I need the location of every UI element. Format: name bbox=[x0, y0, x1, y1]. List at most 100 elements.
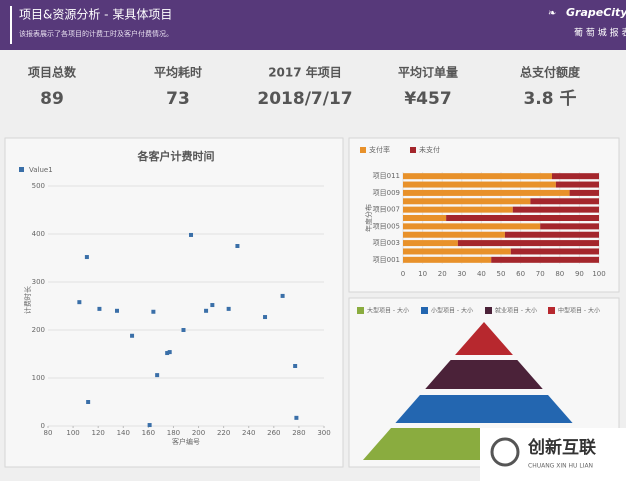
legend-label: 未支付 bbox=[419, 145, 440, 154]
point bbox=[226, 306, 231, 311]
point bbox=[147, 423, 152, 428]
point bbox=[181, 328, 186, 332]
bar bbox=[540, 223, 599, 230]
watermark-text: 创新互联 bbox=[527, 437, 596, 458]
point bbox=[155, 373, 160, 378]
y-axis-label: 计费时长 bbox=[23, 286, 32, 314]
y-axis-label: 年度分布 bbox=[364, 204, 373, 232]
y-tick-label: 100 bbox=[32, 374, 45, 382]
bar bbox=[403, 206, 513, 213]
point bbox=[280, 293, 285, 298]
x-tick-label: 240 bbox=[242, 429, 255, 437]
kpi-value: 89 bbox=[40, 89, 64, 109]
point bbox=[84, 255, 89, 260]
legend-swatch bbox=[421, 307, 428, 314]
kpi-row: 项目总数 89 平均耗时 73 2017 年项目 2018/7/17 平均订单量 ¥457 总支… bbox=[28, 65, 581, 110]
y-tick-label: 项目001 bbox=[373, 256, 400, 264]
point bbox=[165, 351, 170, 356]
bar bbox=[457, 240, 599, 247]
point bbox=[86, 400, 91, 404]
x-axis-label: 客户编号 bbox=[172, 437, 200, 446]
kpi-value: ¥457 bbox=[404, 89, 451, 109]
y-tick-label: 项目011 bbox=[373, 172, 400, 180]
bar bbox=[491, 256, 599, 263]
x-tick-label: 70 bbox=[536, 270, 545, 278]
y-tick-label: 500 bbox=[32, 182, 45, 190]
x-tick-label: 10 bbox=[418, 270, 427, 278]
point bbox=[97, 306, 102, 311]
bar bbox=[403, 240, 458, 247]
y-tick-label: 项目007 bbox=[373, 206, 400, 214]
bar bbox=[403, 248, 511, 255]
x-tick-label: 280 bbox=[292, 429, 305, 437]
kpi-label: 平均订单量 bbox=[398, 65, 458, 80]
point bbox=[130, 333, 135, 338]
kpi-value: 73 bbox=[166, 89, 190, 109]
pyramid-layer bbox=[455, 322, 513, 355]
bar bbox=[403, 223, 541, 230]
y-tick-label: 项目003 bbox=[373, 239, 400, 247]
bar bbox=[403, 189, 570, 196]
bar bbox=[403, 198, 531, 205]
x-tick-label: 30 bbox=[457, 270, 466, 278]
point bbox=[167, 350, 172, 355]
point bbox=[115, 308, 119, 313]
header-subtitle: 该报表展示了各项目的计费工时及客户付费情况。 bbox=[19, 29, 173, 38]
x-tick-label: 100 bbox=[66, 429, 79, 437]
kpi-value: 3.8 千 bbox=[523, 89, 576, 109]
logo: GrapeCity bbox=[566, 6, 626, 19]
panel bbox=[4, 137, 344, 468]
point bbox=[210, 303, 215, 308]
x-tick-label: 40 bbox=[477, 270, 486, 278]
bar bbox=[530, 198, 599, 205]
x-tick-label: 20 bbox=[438, 270, 447, 278]
kpi-label: 总支付额度 bbox=[520, 65, 581, 80]
bar bbox=[555, 181, 599, 188]
chart-title: 各客户计费时间 bbox=[137, 149, 215, 163]
point bbox=[151, 309, 156, 314]
bar bbox=[512, 206, 599, 213]
legend-label: Value1 bbox=[29, 166, 53, 174]
legend-swatch bbox=[548, 307, 555, 314]
x-tick-label: 200 bbox=[192, 429, 205, 437]
x-tick-label: 50 bbox=[497, 270, 506, 278]
legend-label: 大型项目 - 大小 bbox=[367, 307, 409, 315]
point bbox=[204, 308, 209, 313]
y-tick-label: 项目005 bbox=[373, 222, 400, 230]
x-tick-label: 0 bbox=[401, 270, 405, 278]
point bbox=[77, 300, 82, 305]
x-tick-label: 260 bbox=[267, 429, 280, 437]
y-tick-label: 项目009 bbox=[373, 189, 400, 197]
header-bar bbox=[0, 0, 626, 50]
bar bbox=[403, 215, 447, 221]
bar bbox=[403, 173, 552, 180]
kpi-value: 2018/7/17 bbox=[257, 89, 352, 109]
pyramid-layer bbox=[425, 360, 543, 389]
legend-label: 就业项目 - 大小 bbox=[495, 307, 537, 315]
header-title: 项目&资源分析 - 某具体项目 bbox=[19, 8, 172, 22]
bar bbox=[446, 215, 599, 221]
bar bbox=[551, 173, 599, 180]
bar bbox=[510, 248, 599, 255]
x-tick-label: 120 bbox=[91, 429, 104, 437]
kpi-label: 项目总数 bbox=[28, 65, 77, 80]
x-tick-label: 100 bbox=[592, 270, 605, 278]
x-tick-label: 140 bbox=[117, 429, 130, 437]
y-tick-label: 200 bbox=[32, 326, 45, 334]
legend-swatch bbox=[357, 307, 364, 314]
x-tick-label: 160 bbox=[142, 429, 155, 437]
x-tick-label: 90 bbox=[575, 270, 584, 278]
legend-label: 小型项目 - 大小 bbox=[431, 307, 473, 315]
bar bbox=[504, 231, 599, 238]
bar bbox=[403, 181, 556, 188]
bar bbox=[569, 189, 599, 196]
product-name: 葡 萄 城 报 表 bbox=[574, 27, 626, 39]
point bbox=[294, 415, 299, 420]
legend-swatch bbox=[360, 147, 366, 153]
x-tick-label: 60 bbox=[516, 270, 525, 278]
legend-label: 中型项目 - 大小 bbox=[558, 307, 600, 315]
watermark-box bbox=[480, 428, 626, 481]
point bbox=[293, 364, 298, 368]
